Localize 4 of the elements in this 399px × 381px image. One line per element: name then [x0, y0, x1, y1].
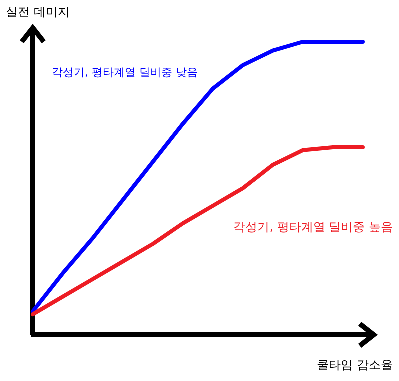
series-label: 각성기, 평타계열 딜비중 높음 — [234, 220, 393, 234]
series-label: 각성기, 평타계열 딜비중 낮음 — [52, 66, 198, 79]
y-axis-title: 실전 데미지 — [6, 5, 70, 19]
x-axis-title: 쿨타임 감소율 — [317, 358, 393, 372]
